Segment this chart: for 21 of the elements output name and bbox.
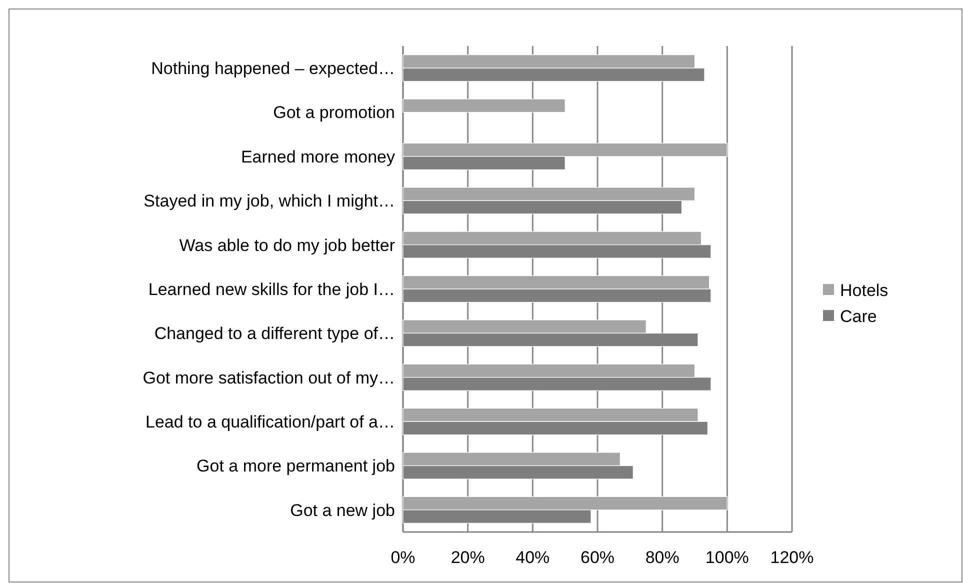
y-tick-label: Nothing happened – expected…: [151, 59, 395, 78]
y-tick-label: Got a promotion: [273, 103, 395, 122]
x-tick-label: 80%: [645, 548, 680, 567]
x-tick-label: 20%: [450, 548, 485, 567]
y-tick-label: Got a new job: [290, 500, 395, 520]
y-tick-label: Lead to a qualification/part of a…: [146, 412, 395, 432]
y-tick-label: Learned new skills for the job I…: [148, 280, 395, 299]
legend-label: Hotels: [840, 280, 888, 300]
legend-label: Care: [840, 306, 877, 326]
bar: [402, 98, 566, 113]
x-tick-label: 0%: [390, 548, 416, 567]
y-tick-label: Earned more money: [240, 147, 396, 166]
x-tick-label: 120%: [770, 548, 814, 567]
y-tick-label: Stayed in my job, which I might…: [144, 192, 395, 211]
x-tick-label: 60%: [580, 548, 615, 567]
y-tick-label: Got a more permanent job: [196, 456, 395, 476]
y-tick-label: Changed to a different type of…: [154, 324, 395, 344]
x-tick-label: 40%: [516, 548, 550, 567]
x-tick-label: 100%: [705, 548, 749, 567]
y-tick-label: Was able to do my job better: [179, 236, 396, 255]
y-tick-label: Got more satisfaction out of my…: [142, 368, 395, 388]
